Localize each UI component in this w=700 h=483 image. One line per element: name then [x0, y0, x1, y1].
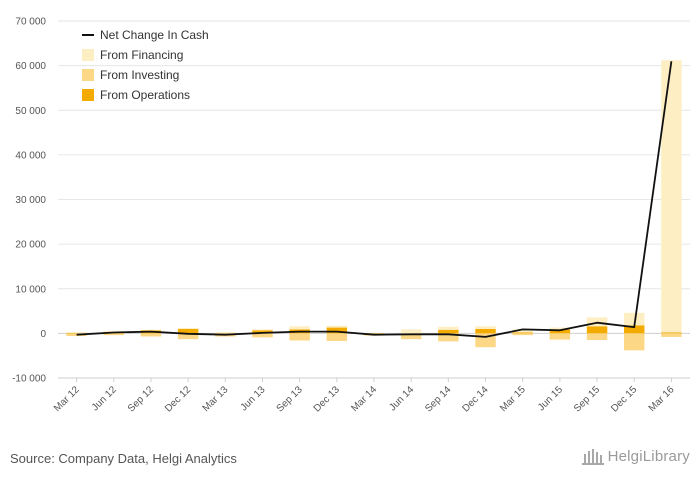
y-axis: -10 000 0 10 000 20 000 30 000 40 000 50 000 60…	[12, 17, 46, 385]
source-text: Source: Company Data, Helgi Analytics	[10, 451, 237, 466]
bar-from-financing	[140, 329, 162, 331]
y-tick-label: 50 000	[15, 106, 46, 117]
y-tick-label: 60 000	[15, 61, 46, 72]
y-tick-label: 10 000	[15, 284, 46, 295]
legend: Net Change In Cash From Financing From Inv…	[82, 28, 209, 102]
legend-swatch	[82, 89, 94, 101]
y-tick-label: -10 000	[12, 374, 46, 385]
x-axis: Mar 12 Jun 12 Sep 12 Dec 12 Mar 13 Jun 13 Sep …	[52, 377, 690, 415]
bar-from-investing	[438, 333, 459, 342]
bar-from-operations	[475, 328, 496, 334]
bar-from-operations	[549, 329, 571, 334]
bar-from-operations	[252, 330, 273, 334]
cash-flow-chart: -10 000 0 10 000 20 000 30 000 40 000 50 000 60…	[12, 17, 690, 415]
bar-from-financing	[661, 60, 682, 333]
net-change-line	[76, 61, 673, 338]
bar-from-financing	[586, 317, 608, 327]
bar-from-financing	[549, 327, 571, 330]
x-tick-label: Mar 16	[647, 384, 677, 414]
bar-from-operations	[661, 332, 682, 334]
bar-from-financing	[438, 326, 459, 330]
x-tick-label: Dec 14	[460, 384, 490, 414]
x-tick-label: Sep 13	[275, 384, 305, 414]
bar-from-investing	[661, 333, 682, 337]
bar-from-investing	[624, 333, 645, 351]
bar-from-financing	[215, 332, 236, 334]
x-tick-label: Jun 12	[90, 384, 119, 413]
bar-from-investing	[326, 333, 348, 341]
bar-from-operations	[177, 328, 199, 334]
x-tick-label: Jun 13	[239, 384, 268, 413]
x-tick-label: Dec 12	[163, 384, 193, 414]
brand-name: HelgiLibrary	[607, 447, 690, 465]
bar-from-investing	[400, 334, 422, 340]
x-tick-label: Jun 15	[536, 384, 565, 413]
bar-from-investing	[103, 333, 124, 336]
footer: Source: Company Data, Helgi Analytics He…	[0, 437, 700, 483]
x-tick-label: Sep 14	[423, 384, 453, 414]
bar-from-operations	[326, 327, 348, 334]
bar-from-financing	[326, 325, 348, 328]
bar-from-investing	[177, 333, 199, 340]
library-icon	[581, 449, 604, 465]
x-tick-label: Mar 13	[201, 384, 231, 414]
legend-label: From Financing	[100, 48, 183, 62]
legend-label: Net Change In Cash	[100, 28, 209, 42]
bar-from-financing	[289, 326, 310, 330]
bar-from-operations	[586, 326, 608, 334]
bar-from-financing	[252, 329, 273, 331]
bar-from-financing	[400, 329, 422, 334]
bar-from-investing	[66, 334, 87, 337]
bar-from-investing	[512, 333, 533, 336]
x-tick-label: Mar 14	[349, 384, 379, 414]
legend-label: From Operations	[100, 88, 190, 102]
bars-group	[66, 60, 682, 351]
bar-from-financing	[177, 328, 199, 329]
bar-from-investing	[252, 333, 273, 338]
bar-from-financing	[103, 331, 124, 333]
bar-from-operations	[624, 325, 645, 334]
y-tick-label: 20 000	[15, 240, 46, 251]
bar-from-investing	[289, 333, 310, 341]
bar-from-operations	[438, 329, 459, 334]
bar-from-investing	[215, 334, 236, 337]
bar-from-investing	[140, 333, 162, 337]
x-tick-label: Sep 12	[126, 384, 156, 414]
legend-label: From Investing	[100, 68, 179, 82]
y-tick-label: 30 000	[15, 195, 46, 206]
net-change-line-group	[76, 61, 673, 338]
x-tick-label: Sep 15	[572, 384, 602, 414]
bar-from-financing	[624, 312, 645, 326]
legend-swatch	[82, 49, 94, 61]
x-tick-label: Mar 12	[52, 384, 82, 414]
x-tick-label: Mar 15	[498, 384, 528, 414]
legend-swatch	[82, 69, 94, 81]
x-tick-label: Jun 14	[387, 384, 416, 413]
bar-from-investing	[549, 333, 571, 340]
bar-from-financing	[512, 329, 533, 333]
y-tick-label: 70 000	[15, 17, 46, 28]
grid-lines	[58, 20, 690, 379]
x-tick-label: Dec 13	[312, 384, 342, 414]
brand-logo[interactable]: HelgiLibrary	[581, 447, 690, 465]
bar-from-financing	[66, 332, 87, 334]
bar-from-operations	[512, 332, 533, 334]
bar-from-financing	[475, 326, 496, 329]
y-tick-label: 0	[40, 329, 46, 340]
y-tick-label: 40 000	[15, 150, 46, 161]
x-tick-label: Dec 15	[609, 384, 639, 414]
bar-from-investing	[586, 333, 608, 341]
